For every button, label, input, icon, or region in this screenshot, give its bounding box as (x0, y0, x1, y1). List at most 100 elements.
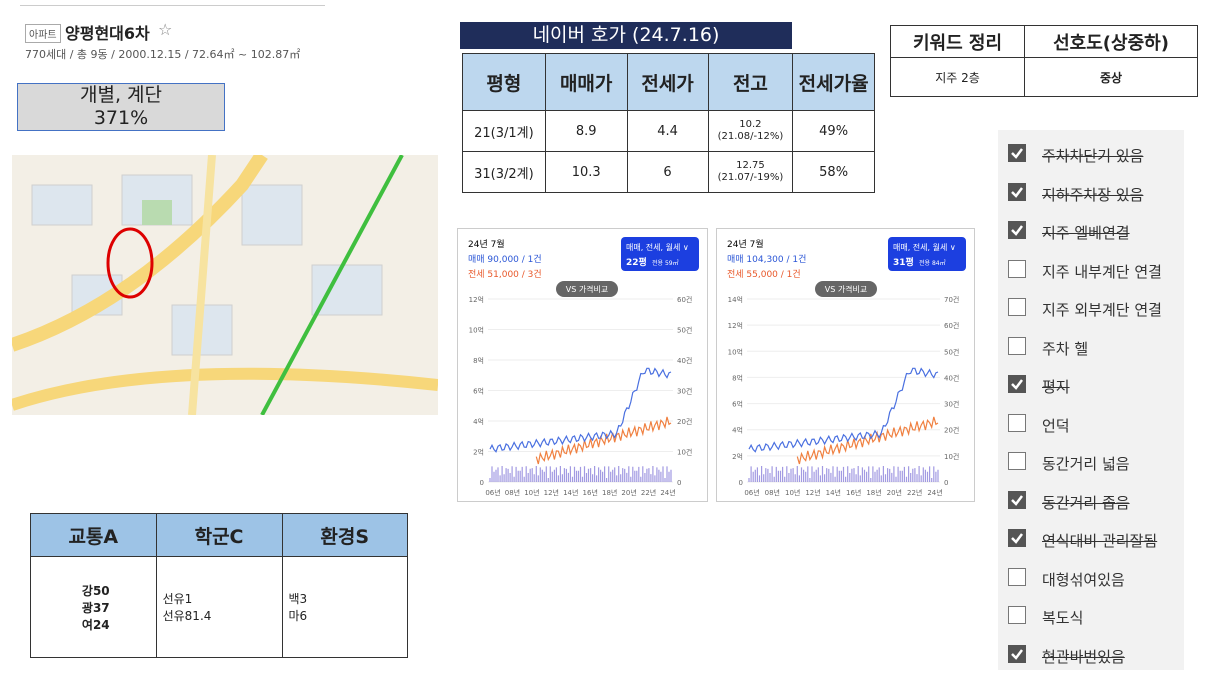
x-tick-label: 06년 (485, 488, 500, 497)
compare: VS 가격비교 (825, 284, 868, 294)
column-header: 매매가 (544, 53, 628, 111)
x-tick-label: 24년 (927, 488, 942, 497)
check-label: 지주 내부계단 연결 (1042, 262, 1162, 281)
y2-tick-label: 30건 (944, 400, 959, 409)
check-label: 복도식 (1042, 609, 1084, 627)
map (12, 155, 438, 415)
table-row: 21(3/1계) 8.9 4.4 10.2 (21.08/-12%) 49% (462, 110, 875, 152)
checkbox (1008, 567, 1026, 586)
volume-bars (489, 466, 672, 482)
subtitle: 770세대 / 총 9동 / 2000.12.15 / 72.64㎡ ~ 102… (25, 48, 301, 61)
checkbox (1008, 144, 1026, 162)
divider (20, 5, 325, 6)
x-tick-label: 10년 (524, 488, 539, 497)
y-tick-label: 12억 (728, 322, 743, 330)
checkbox (1008, 375, 1026, 393)
cell-line: 선유1 (162, 592, 193, 606)
x-tick-label: 12년 (544, 488, 559, 497)
ratio-line: 개별, 계단 (80, 84, 162, 106)
x-tick-label: 20년 (887, 488, 902, 497)
keyword-cell: 중상 (1024, 57, 1198, 97)
y-tick-label: 6억 (732, 401, 743, 409)
compare-button (556, 281, 618, 297)
y-tick-label: 4억 (732, 427, 743, 435)
cell-line: 강50 (81, 583, 110, 598)
star: ☆ (158, 20, 173, 39)
size-detail: 전용 59㎡ (652, 259, 679, 267)
cell: 49% (792, 110, 875, 152)
column-header: 교통A (30, 513, 157, 557)
keyword-table: 키워드 정리 선호도(상중하) 지주 2층 중상 (889, 25, 1198, 97)
ratio-box: 개별, 계단 371% (17, 83, 225, 131)
check-mark (1011, 379, 1023, 390)
naver-body: 평형 매매가 전세가 전고 전세가율 21(3/1계) 8.9 4.4 10.2 (21.08/-… (462, 53, 875, 193)
y2-tick-label: 0 (677, 479, 681, 487)
y2-tick-label: 40건 (677, 356, 692, 365)
compare-button (815, 281, 877, 297)
cell-sub: (21.07/-19%) (717, 172, 784, 183)
y2-tick-label: 0 (944, 479, 948, 487)
check-item: 현관바번있음 (998, 644, 1184, 669)
cell-line: 광37 (81, 600, 110, 615)
y2-tick-label: 60건 (677, 295, 692, 304)
check-label: 평지 (1042, 378, 1070, 396)
checkbox (1008, 298, 1026, 316)
size-detail: 전용 84㎡ (919, 259, 946, 267)
period: 24년 7월 (727, 238, 764, 250)
y2-tick-label: 50건 (944, 347, 959, 356)
check-item: 주차차단기 있음 (998, 144, 1184, 168)
x-tick-label: 08년 (765, 488, 780, 497)
keyword-header: 키워드 정리 (889, 25, 1026, 58)
y-tick-label: 14억 (728, 296, 743, 304)
cell-main: 10.2 (739, 119, 762, 130)
check-label: 연식대비 관리잘됨 (1042, 532, 1158, 550)
y2-tick-label: 60건 (944, 321, 959, 330)
checkbox (1008, 413, 1026, 432)
check-item: 복도식 (998, 606, 1184, 630)
jeonse-line (796, 416, 939, 465)
naver-table: 평형 매매가 전세가 전고 전세가율 21(3/1계) 8.9 4.4 10.2 (21.08/-… (462, 53, 875, 193)
check-mark (1011, 225, 1023, 236)
x-tick-label: 08년 (505, 488, 520, 497)
check-item: 연식대비 관리잘됨 (998, 529, 1184, 553)
y-tick-label: 2억 (732, 453, 743, 461)
check-label: 현관바번있음 (1042, 647, 1125, 666)
check-label: 동간거리 좁음 (1042, 493, 1130, 512)
check-label: 대형섞여있음 (1042, 570, 1125, 589)
y-tick-label: 2억 (473, 449, 484, 457)
cell: 21(3/1계) (462, 110, 546, 152)
jeonse-line (535, 416, 672, 465)
cell: 6 (626, 151, 709, 193)
sale-line (748, 367, 939, 453)
cell-line: 여24 (81, 617, 110, 632)
header-row: 교통A 학군C 환경S (30, 513, 409, 557)
checkbox (1008, 606, 1026, 624)
x-tick-label: 16년 (846, 488, 861, 497)
cell-sub: (21.08/-12%) (717, 131, 784, 142)
checkbox (1008, 182, 1026, 201)
y2-tick-label: 20건 (944, 426, 959, 435)
y-tick-label: 4억 (473, 418, 484, 426)
x-tick-label: 22년 (907, 488, 922, 497)
column-header: 환경S (281, 513, 409, 557)
cell: 10.3 (544, 151, 628, 193)
check-label: 지주 외부계단 연결 (1042, 301, 1162, 319)
cell: 4.4 (626, 110, 709, 152)
check-label: 지하주차장 있음 (1042, 185, 1144, 204)
cell: 58% (792, 151, 875, 193)
filter-button (888, 237, 966, 271)
naver-title: 네이버 호가 (24.7.16) (460, 22, 792, 49)
checkbox (1008, 644, 1026, 663)
check-mark (1011, 186, 1023, 198)
y2-tick-label: 70건 (944, 295, 959, 304)
title: 양평현대6차 (65, 24, 150, 43)
y-tick-label: 12억 (469, 296, 484, 304)
cell: 12.75 (21.07/-19%) (707, 151, 794, 193)
table-row: 31(3/2계) 10.3 6 12.75 (21.07/-19%) 58% (462, 151, 875, 193)
check-item: 주차 헬 (998, 336, 1184, 361)
keyword-cell: 지주 2층 (889, 57, 1026, 97)
x-tick-label: 20년 (621, 488, 636, 497)
sale-price: 매매 90,000 / 1건 (468, 254, 542, 265)
checkbox (1008, 259, 1026, 278)
chart-panel: 24년 7월 매매 104,300 / 1건 전세 55,000 / 1건 매매, 전… (716, 228, 975, 502)
